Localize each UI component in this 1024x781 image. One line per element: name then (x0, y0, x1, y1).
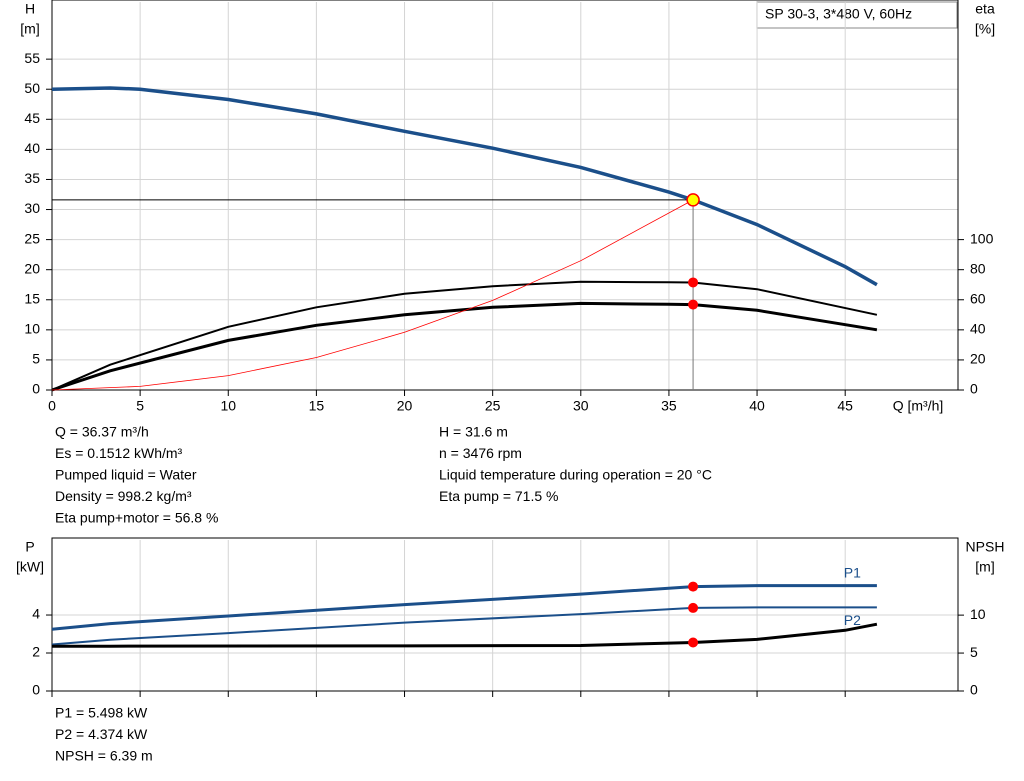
y2-tick-label: 0 (970, 682, 978, 698)
curve (51, 86, 878, 287)
x-axis-label: Q [m³/h] (893, 398, 944, 414)
legend-label: P1 (844, 564, 861, 580)
x-tick-label: 20 (397, 398, 413, 414)
info-text: Liquid temperature during operation = 20… (439, 467, 712, 483)
curve (51, 606, 877, 646)
y2-tick-label: 40 (970, 321, 986, 337)
y-axis-unit: [kW] (16, 559, 44, 575)
plot-frame (51, 537, 959, 692)
curve (51, 280, 878, 391)
curve (51, 199, 694, 391)
x-tick-label: 35 (661, 398, 677, 414)
operating-point (688, 581, 699, 592)
curve (51, 584, 877, 631)
y2-axis-unit: [%] (975, 21, 995, 37)
y-tick-label: 20 (24, 260, 40, 276)
y-tick-label: 40 (24, 140, 40, 156)
y-tick-label: 4 (32, 606, 40, 622)
info-text: H = 31.6 m (439, 424, 508, 440)
y2-axis-unit: [m] (975, 559, 994, 575)
y2-axis-label: NPSH (966, 539, 1005, 555)
y-tick-label: 0 (32, 381, 40, 397)
y-tick-label: 50 (24, 80, 40, 96)
operating-point (688, 637, 699, 648)
x-tick-label: 5 (136, 398, 144, 414)
y-tick-label: 45 (24, 110, 40, 126)
curve (52, 622, 878, 648)
x-tick-label: 15 (309, 398, 325, 414)
operating-point (686, 193, 700, 207)
info-text: P1 = 5.498 kW (55, 705, 148, 721)
operating-point (688, 277, 699, 288)
info-text: Q = 36.37 m³/h (55, 424, 149, 440)
y2-tick-label: 10 (970, 606, 986, 622)
plot-frame (51, 0, 959, 391)
info-text: Es = 0.1512 kWh/m³ (55, 445, 183, 461)
operating-point (688, 299, 699, 310)
y2-tick-label: 0 (970, 381, 978, 397)
x-tick-label: 40 (749, 398, 765, 414)
x-tick-label: 0 (48, 398, 56, 414)
info-text: NPSH = 6.39 m (55, 748, 153, 764)
x-tick-label: 30 (573, 398, 589, 414)
y-axis-unit: [m] (20, 21, 39, 37)
legend-label: P2 (844, 612, 861, 628)
y-tick-label: 10 (24, 321, 40, 337)
y-tick-label: 55 (24, 50, 40, 66)
y-tick-label: 2 (32, 644, 40, 660)
y-tick-label: 5 (32, 351, 40, 367)
info-text: n = 3476 rpm (439, 445, 522, 461)
chart-title: SP 30-3, 3*480 V, 60Hz (765, 6, 912, 22)
info-text: P2 = 4.374 kW (55, 726, 148, 742)
info-text: Eta pump+motor = 56.8 % (55, 510, 218, 526)
operating-point (688, 602, 699, 613)
y-tick-label: 30 (24, 200, 40, 216)
info-text: Eta pump = 71.5 % (439, 488, 558, 504)
y-tick-label: 0 (32, 682, 40, 698)
y2-tick-label: 5 (970, 644, 978, 660)
x-tick-label: 10 (220, 398, 236, 414)
curve (51, 301, 878, 392)
y-tick-label: 35 (24, 170, 40, 186)
y-axis-label: P (25, 539, 34, 555)
y-tick-label: 25 (24, 230, 40, 246)
x-tick-label: 25 (485, 398, 501, 414)
y2-axis-label: eta (975, 1, 995, 17)
info-text: Density = 998.2 kg/m³ (55, 488, 192, 504)
y2-tick-label: 80 (970, 260, 986, 276)
y-tick-label: 15 (24, 290, 40, 306)
info-text: Pumped liquid = Water (55, 467, 197, 483)
y-axis-label: H (25, 1, 35, 17)
y2-tick-label: 100 (970, 230, 994, 246)
y2-tick-label: 60 (970, 290, 986, 306)
x-tick-label: 45 (837, 398, 853, 414)
title-box (756, 1, 958, 29)
y2-tick-label: 20 (970, 351, 986, 367)
